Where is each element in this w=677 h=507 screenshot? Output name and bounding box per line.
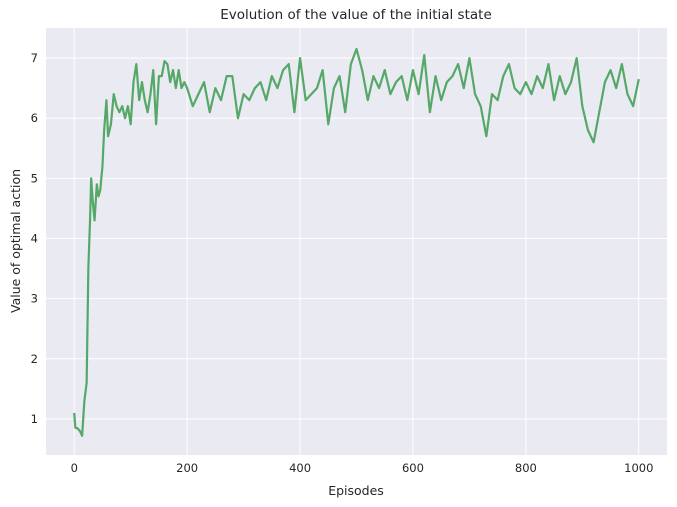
y-tick-label: 7 [31,51,38,65]
y-tick-label: 3 [31,292,38,306]
x-tick-label: 1000 [624,461,653,475]
x-axis-label: Episodes [328,483,384,498]
y-tick-label: 1 [31,412,38,426]
y-tick-label: 4 [31,231,38,245]
y-tick-label: 2 [31,352,38,366]
x-tick-label: 200 [176,461,198,475]
y-tick-label: 5 [31,171,38,185]
line [73,47,640,437]
x-tick-label: 0 [71,461,78,475]
x-tick-label: 800 [515,461,537,475]
chart-title: Evolution of the value of the initial st… [220,7,492,23]
x-tick-label: 400 [289,461,311,475]
x-tick-label: 600 [402,461,424,475]
y-tick-label: 6 [31,111,38,125]
y-axis-label: Value of optimal action [8,169,23,313]
